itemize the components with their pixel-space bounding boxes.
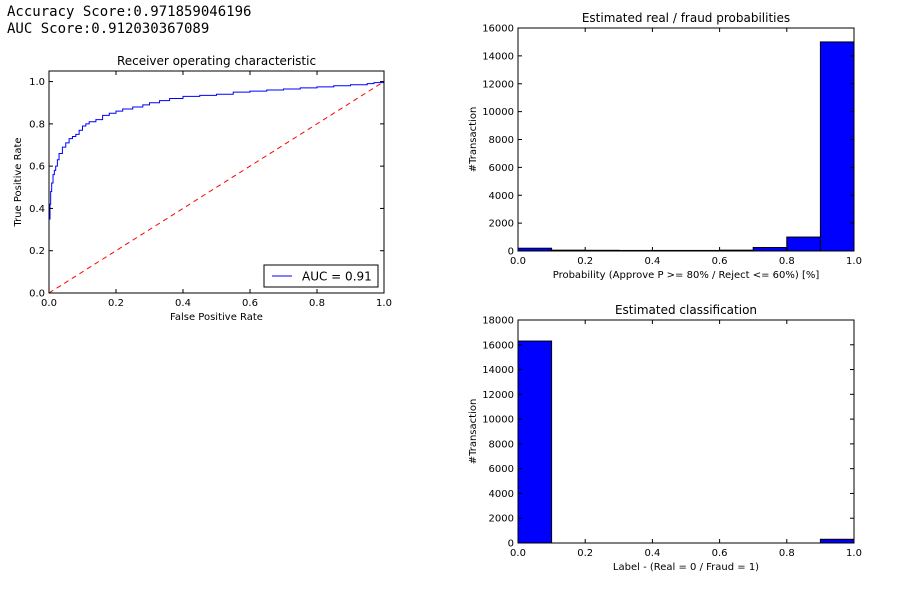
class_hist-ytick-label: 16000: [482, 340, 514, 351]
roc-ylabel: True Positive Rate: [13, 137, 24, 227]
class_hist-xtick-label: 0.0: [510, 548, 526, 559]
class_hist-plot-area: [518, 340, 854, 543]
roc-ytick-label: 0.0: [29, 289, 45, 300]
class_hist-xtick-label: 0.6: [712, 548, 728, 559]
roc-ytick-label: 1.0: [29, 77, 45, 88]
prob_hist-ytick-label: 14000: [482, 51, 514, 62]
class_hist-ytick-label: 18000: [482, 316, 514, 327]
prob_hist-xlabel: Probability (Approve P >= 80% / Reject <…: [553, 270, 820, 281]
prob_hist-title: Estimated real / fraud probabilities: [582, 11, 790, 25]
class_hist-xtick-label: 0.8: [779, 548, 795, 559]
prob_hist-ytick-label: 10000: [482, 107, 514, 118]
roc-xtick-label: 0.0: [41, 298, 57, 309]
accuracy-score-text: Accuracy Score:0.971859046196: [7, 4, 252, 20]
class_hist-ytick-label: 10000: [482, 415, 514, 426]
class_hist-title: Estimated classification: [615, 303, 757, 317]
class_hist-ytick-label: 12000: [482, 390, 514, 401]
roc-xtick-label: 0.6: [242, 298, 258, 309]
prob_hist-bar: [819, 41, 854, 251]
class_hist-xtick-label: 0.2: [577, 548, 593, 559]
roc-ytick-label: 0.6: [29, 162, 45, 173]
class_hist-ytick-label: 0: [508, 539, 514, 550]
roc-xtick-label: 1.0: [376, 298, 392, 309]
prob_hist-xtick-label: 0.8: [779, 256, 795, 267]
roc-plot-area: [49, 81, 384, 293]
class_hist-ytick-label: 2000: [489, 514, 514, 525]
prob_hist-xtick-label: 1.0: [846, 256, 862, 267]
class_hist-bar: [518, 340, 553, 543]
prob_hist-xtick-label: 0.2: [577, 256, 593, 267]
prob_hist-ytick-label: 16000: [482, 24, 514, 35]
roc-legend-box: [263, 264, 379, 288]
auc-score-text: AUC Score:0.912030367089: [7, 21, 210, 37]
prob_hist-bar: [786, 236, 821, 251]
prob_hist-xtick-label: 0.6: [712, 256, 728, 267]
prob_hist-xtick-label: 0.0: [510, 256, 526, 267]
class_hist-ytick-label: 6000: [489, 464, 514, 475]
roc-xtick-label: 0.4: [175, 298, 191, 309]
roc-xlabel: False Positive Rate: [170, 312, 263, 323]
roc-chart: 0.0 0.2 0.4 0.6 0.8 1.0 0.0 0.2 0.4 0.6 0.8 1.0 Rece…: [13, 54, 392, 323]
class_hist-ytick-label: 4000: [489, 489, 514, 500]
prob_hist-ylabel: #Transaction: [468, 107, 479, 173]
prob_hist-ytick-label: 2000: [489, 219, 514, 230]
roc-xtick-label: 0.8: [309, 298, 325, 309]
roc-legend: AUC = 0.91: [263, 264, 379, 288]
prob_hist-xtick-label: 0.4: [644, 256, 660, 267]
class_hist-chart: 0.0 0.2 0.4 0.6 0.8 1.0 0 2000 4000 6000 8000 10000…: [468, 303, 862, 573]
class_hist-axes-frame: [517, 319, 855, 544]
roc-ytick-label: 0.8: [29, 119, 45, 130]
roc-roc-curve: [49, 81, 384, 293]
roc-title: Receiver operating characteristic: [117, 54, 316, 68]
roc-xtick-label: 0.2: [108, 298, 124, 309]
class_hist-ytick-label: 14000: [482, 365, 514, 376]
prob_hist-chart: 0.0 0.2 0.4 0.6 0.8 1.0 0 2000 4000 6000 8000 10000…: [468, 11, 862, 281]
class_hist-xlabel: Label - (Real = 0 / Fraud = 1): [613, 562, 759, 573]
prob_hist-ytick-label: 4000: [489, 191, 514, 202]
roc-axes-frame: [48, 70, 385, 294]
prob_hist-axes-frame: [517, 27, 855, 252]
prob_hist-ytick-label: 6000: [489, 163, 514, 174]
class_hist-ytick-label: 8000: [489, 439, 514, 450]
roc-legend-label: AUC = 0.91: [302, 270, 372, 284]
prob_hist-bar: [752, 247, 788, 251]
roc-diagonal-line: [49, 81, 384, 293]
roc-ytick-label: 0.4: [29, 204, 45, 215]
roc-ytick-label: 0.2: [29, 246, 45, 257]
prob_hist-ytick-label: 0: [508, 247, 514, 258]
class_hist-ylabel: #Transaction: [468, 399, 479, 465]
prob_hist-ytick-label: 12000: [482, 79, 514, 90]
class_hist-xtick-label: 1.0: [846, 548, 862, 559]
prob_hist-ytick-label: 8000: [489, 135, 514, 146]
prob_hist-plot-area: [518, 41, 854, 251]
class_hist-bar: [819, 538, 854, 543]
class_hist-xtick-label: 0.4: [644, 548, 660, 559]
